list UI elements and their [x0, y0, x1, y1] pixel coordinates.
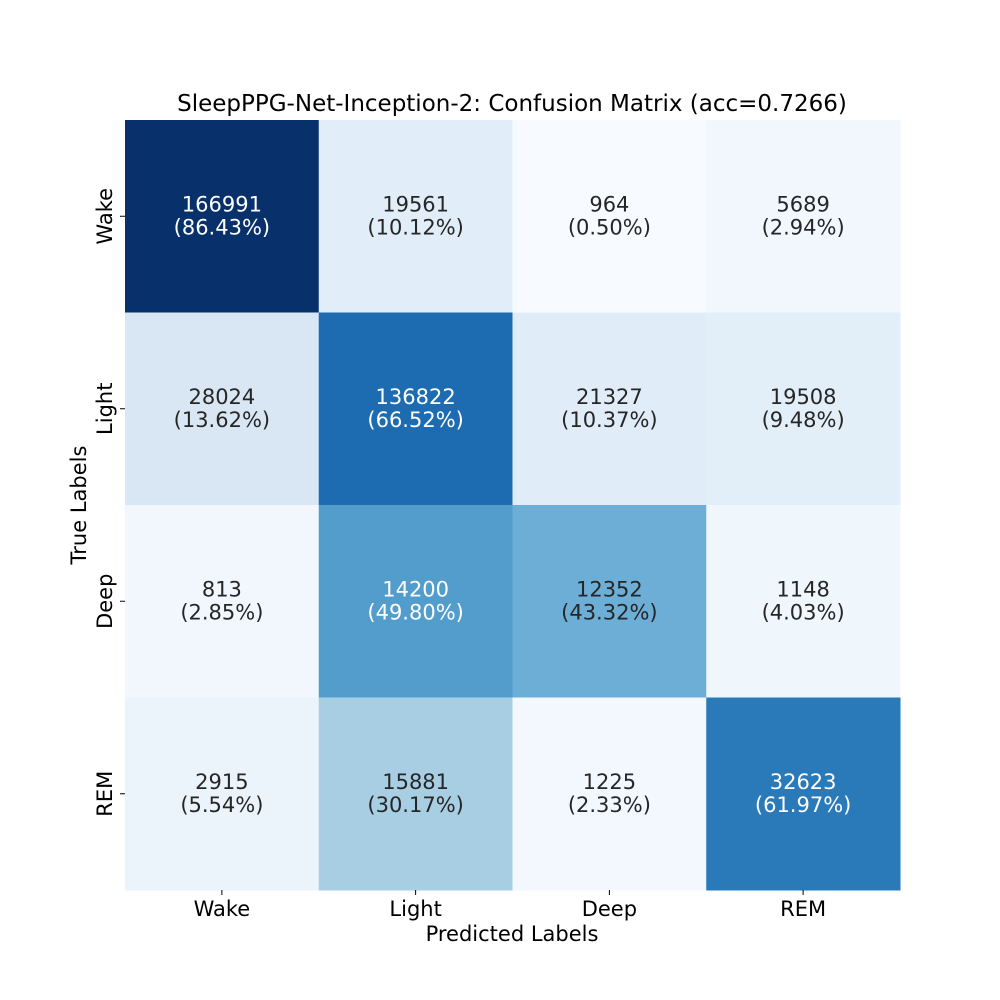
heatmap-cell-deep-deep: [512, 505, 707, 698]
x-tick-label: Wake: [194, 897, 251, 921]
heatmap-cell-wake-light: [318, 120, 513, 313]
heatmap-cell-light-wake: [125, 312, 320, 506]
cell-count-label: 964: [589, 192, 629, 216]
cell-percent-label: (2.33%): [568, 793, 651, 817]
cell-count-label: 19561: [382, 192, 449, 216]
cell-count-label: 14200: [382, 577, 449, 601]
cell-percent-label: (30.17%): [367, 793, 463, 817]
cell-percent-label: (2.94%): [762, 215, 845, 239]
x-tick-label: Light: [389, 897, 441, 921]
x-axis: Wake Light Deep REM: [194, 890, 826, 921]
cell-percent-label: (2.85%): [180, 600, 263, 624]
heatmap-cell-rem-light: [318, 697, 513, 891]
x-axis-label: Predicted Labels: [426, 922, 599, 946]
cell-percent-label: (66.52%): [367, 408, 463, 432]
heatmap-cell-wake-wake: [125, 120, 320, 313]
cell-percent-label: (5.54%): [180, 793, 263, 817]
heatmap-cell-labels: 166991(86.43%) 19561(10.12%) 964(0.50%) 568…: [174, 192, 852, 817]
heatmap-cell-wake-deep: [512, 120, 707, 313]
y-tick-label: Deep: [93, 574, 117, 629]
cell-count-label: 1148: [776, 577, 829, 601]
heatmap-cell-deep-light: [318, 505, 513, 698]
cell-percent-label: (10.12%): [367, 215, 463, 239]
cell-percent-label: (43.32%): [561, 600, 657, 624]
chart-title: SleepPPG-Net-Inception-2: Confusion Matr…: [177, 91, 847, 117]
heatmap-cell-wake-rem: [706, 120, 901, 313]
cell-count-label: 136822: [376, 385, 456, 409]
cell-count-label: 813: [202, 577, 242, 601]
y-tick-label: Light: [93, 383, 117, 435]
y-tick-label: REM: [93, 771, 117, 817]
cell-percent-label: (10.37%): [561, 408, 657, 432]
cell-percent-label: (49.80%): [367, 600, 463, 624]
heatmap-cell-rem-rem: [706, 697, 901, 891]
heatmap-cell-light-deep: [512, 312, 707, 506]
cell-count-label: 32623: [770, 770, 837, 794]
cell-count-label: 166991: [182, 192, 262, 216]
cell-percent-label: (86.43%): [174, 215, 270, 239]
x-tick-label: Deep: [582, 897, 637, 921]
cell-count-label: 2915: [195, 770, 248, 794]
y-axis: Wake Light Deep REM: [93, 188, 125, 817]
heatmap-cell-rem-deep: [512, 697, 707, 891]
cell-count-label: 19508: [770, 385, 837, 409]
cell-count-label: 5689: [776, 192, 829, 216]
cell-percent-label: (0.50%): [568, 215, 651, 239]
heatmap-cell-light-rem: [706, 312, 901, 506]
cell-count-label: 12352: [576, 577, 643, 601]
cell-count-label: 21327: [576, 385, 643, 409]
heatmap-cell-light-light: [318, 312, 513, 506]
y-axis-label: True Labels: [67, 446, 91, 566]
cell-percent-label: (61.97%): [755, 793, 851, 817]
heatmap-cell-deep-wake: [125, 505, 320, 698]
heatmap-cells: [125, 120, 901, 891]
cell-percent-label: (4.03%): [762, 600, 845, 624]
cell-count-label: 1225: [583, 770, 636, 794]
heatmap-cell-rem-wake: [125, 697, 320, 891]
heatmap-cell-deep-rem: [706, 505, 901, 698]
cell-count-label: 28024: [188, 385, 255, 409]
y-tick-label: Wake: [93, 188, 117, 245]
cell-percent-label: (9.48%): [762, 408, 845, 432]
cell-count-label: 15881: [382, 770, 449, 794]
cell-percent-label: (13.62%): [174, 408, 270, 432]
x-tick-label: REM: [780, 897, 826, 921]
